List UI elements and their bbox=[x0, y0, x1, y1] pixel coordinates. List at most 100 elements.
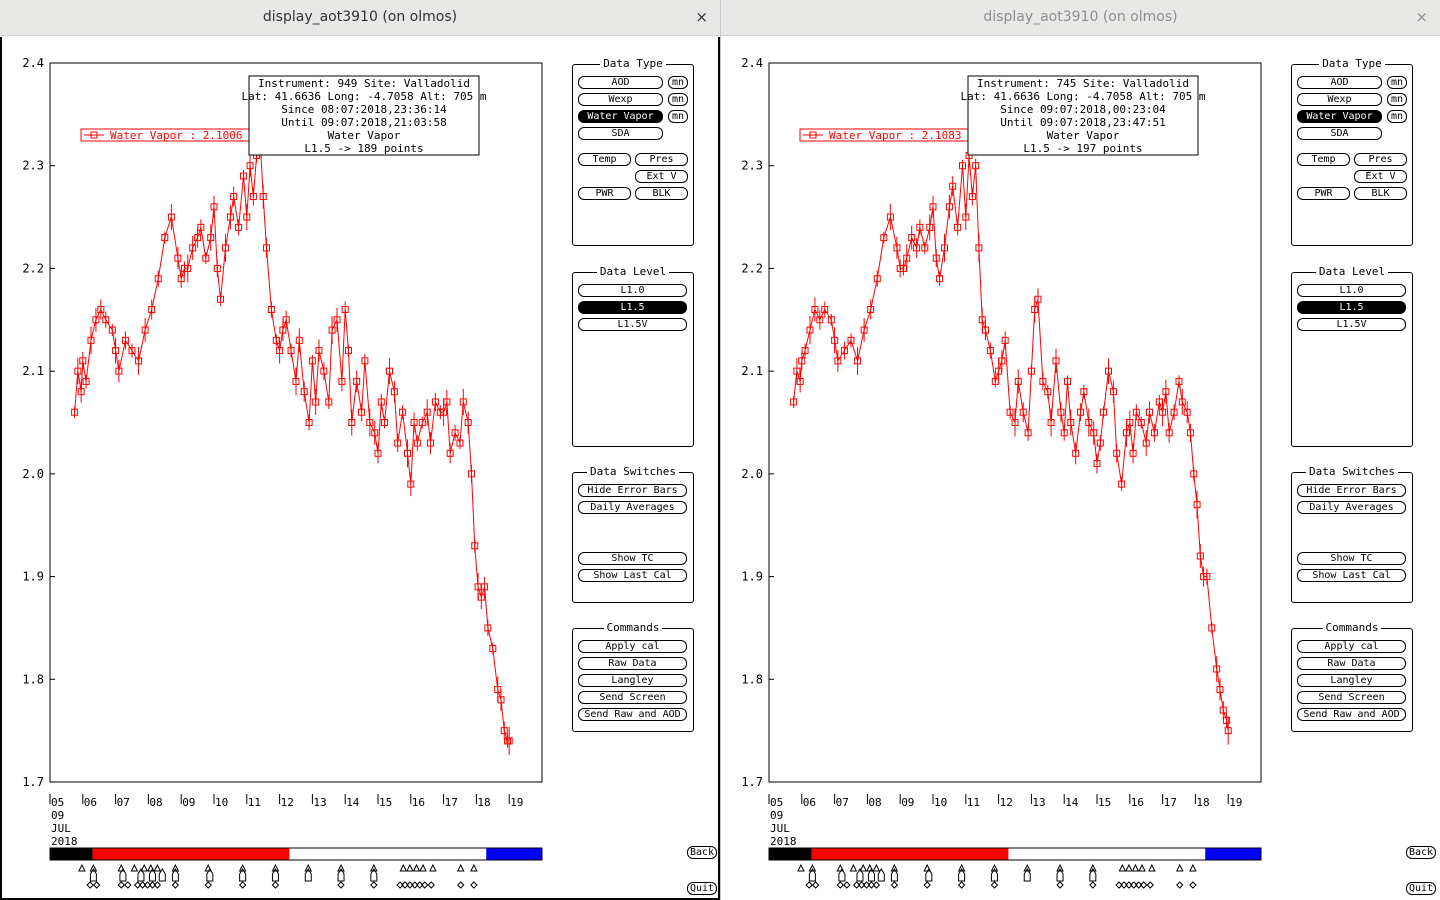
send-raw-aod-button[interactable]: Send Raw and AOD bbox=[1297, 708, 1406, 721]
data-point bbox=[1196, 552, 1204, 560]
triangle-marker bbox=[429, 863, 437, 872]
water-vapor-mn-button[interactable]: mn bbox=[668, 110, 688, 123]
diamond-marker bbox=[396, 881, 404, 889]
diamond-marker bbox=[148, 881, 157, 889]
data-point bbox=[366, 419, 374, 426]
aod-mn-button[interactable]: mn bbox=[1387, 76, 1407, 89]
data-point bbox=[986, 347, 994, 355]
x-tick-label: 16 bbox=[412, 796, 425, 809]
info-line: Instrument: 949 Site: Valladolid bbox=[258, 77, 470, 90]
level-l10-button[interactable]: L1.0 bbox=[1297, 284, 1406, 297]
aod-mn-button[interactable]: mn bbox=[668, 76, 688, 89]
pres-button[interactable]: Pres bbox=[635, 153, 688, 166]
title-bar[interactable]: display_aot3910 (on olmos) × bbox=[0, 0, 720, 36]
arrow-marker bbox=[137, 868, 145, 882]
daily-averages-button[interactable]: Daily Averages bbox=[578, 501, 687, 514]
diamond-marker bbox=[406, 881, 414, 889]
hide-error-bars-button[interactable]: Hide Error Bars bbox=[1297, 484, 1406, 497]
aod-button[interactable]: AOD bbox=[1297, 76, 1382, 89]
commands-panel-title: Commands bbox=[1322, 621, 1382, 634]
wexp-button[interactable]: Wexp bbox=[578, 93, 663, 106]
water-vapor-mn-button[interactable]: mn bbox=[1387, 110, 1407, 123]
send-raw-aod-button[interactable]: Send Raw and AOD bbox=[578, 708, 687, 721]
apply-cal-button[interactable]: Apply cal bbox=[578, 640, 687, 653]
show-last-cal-button[interactable]: Show Last Cal bbox=[1297, 569, 1406, 582]
raw-data-button[interactable]: Raw Data bbox=[1297, 657, 1406, 670]
triangle-marker bbox=[470, 863, 478, 872]
back-button[interactable]: Back bbox=[1406, 846, 1436, 859]
diamond-marker bbox=[401, 881, 409, 889]
diamond-marker bbox=[411, 881, 419, 889]
water-vapor-button[interactable]: Water Vapor bbox=[578, 110, 663, 123]
sda-button[interactable]: SDA bbox=[578, 127, 663, 140]
level-l15-button[interactable]: L1.5 bbox=[1297, 301, 1406, 314]
quit-button[interactable]: Quit bbox=[687, 882, 717, 895]
arrow-marker bbox=[337, 868, 345, 882]
diamond-marker bbox=[416, 881, 424, 889]
langley-button[interactable]: Langley bbox=[578, 674, 687, 687]
data-point bbox=[262, 244, 270, 252]
level-l15v-button[interactable]: L1.5V bbox=[578, 318, 687, 331]
back-button[interactable]: Back bbox=[687, 846, 717, 859]
show-last-cal-button[interactable]: Show Last Cal bbox=[578, 569, 687, 582]
temp-button[interactable]: Temp bbox=[1297, 153, 1350, 166]
y-tick-label: 2.0 bbox=[22, 467, 44, 481]
quit-button[interactable]: Quit bbox=[1406, 882, 1436, 895]
triangle-marker bbox=[808, 863, 817, 872]
data-switches-panel-title: Data Switches bbox=[1305, 465, 1399, 478]
data-point bbox=[1175, 377, 1183, 385]
data-point bbox=[1072, 449, 1080, 457]
colorbar-segment bbox=[289, 848, 487, 860]
close-icon[interactable]: × bbox=[1415, 8, 1428, 26]
data-point bbox=[194, 234, 202, 242]
ext-v-button[interactable]: Ext V bbox=[1354, 170, 1407, 183]
pwr-button[interactable]: PWR bbox=[578, 187, 631, 200]
data-point bbox=[1126, 419, 1134, 426]
data-point bbox=[410, 419, 418, 426]
raw-data-button[interactable]: Raw Data bbox=[578, 657, 687, 670]
water-vapor-button[interactable]: Water Vapor bbox=[1297, 110, 1382, 123]
triangle-marker bbox=[337, 863, 345, 872]
show-tc-button[interactable]: Show TC bbox=[1297, 552, 1406, 565]
data-point bbox=[240, 172, 248, 180]
diamond-marker bbox=[143, 881, 152, 889]
diamond-marker bbox=[1135, 881, 1143, 889]
y-tick-label: 1.9 bbox=[22, 570, 44, 584]
data-point bbox=[135, 357, 143, 365]
wexp-button[interactable]: Wexp bbox=[1297, 93, 1382, 106]
title-bar[interactable]: display_aot3910 (on olmos) × bbox=[721, 0, 1440, 36]
apply-cal-button[interactable]: Apply cal bbox=[1297, 640, 1406, 653]
show-tc-button[interactable]: Show TC bbox=[578, 552, 687, 565]
info-line: L1.5 -> 189 points bbox=[304, 142, 423, 155]
close-icon[interactable]: × bbox=[695, 8, 708, 26]
wexp-mn-button[interactable]: mn bbox=[668, 93, 688, 106]
pres-button[interactable]: Pres bbox=[1354, 153, 1407, 166]
level-l10-button[interactable]: L1.0 bbox=[578, 284, 687, 297]
level-l15-button[interactable]: L1.5 bbox=[578, 301, 687, 314]
langley-button[interactable]: Langley bbox=[1297, 674, 1406, 687]
send-screen-button[interactable]: Send Screen bbox=[1297, 691, 1406, 704]
data-point bbox=[1145, 408, 1153, 416]
send-screen-button[interactable]: Send Screen bbox=[578, 691, 687, 704]
data-point bbox=[854, 357, 862, 365]
data-point bbox=[282, 316, 290, 324]
temp-button[interactable]: Temp bbox=[578, 153, 631, 166]
wexp-mn-button[interactable]: mn bbox=[1387, 93, 1407, 106]
blk-button[interactable]: BLK bbox=[635, 187, 688, 200]
sda-button[interactable]: SDA bbox=[1297, 127, 1382, 140]
blk-button[interactable]: BLK bbox=[1354, 187, 1407, 200]
pwr-button[interactable]: PWR bbox=[1297, 187, 1350, 200]
data-point bbox=[174, 254, 182, 262]
triangle-marker bbox=[1056, 863, 1064, 872]
aod-button[interactable]: AOD bbox=[578, 76, 663, 89]
ext-v-button[interactable]: Ext V bbox=[635, 170, 688, 183]
data-point bbox=[292, 377, 300, 385]
data-point bbox=[893, 244, 901, 252]
daily-averages-button[interactable]: Daily Averages bbox=[1297, 501, 1406, 514]
data-point bbox=[226, 213, 234, 221]
hide-error-bars-button[interactable]: Hide Error Bars bbox=[578, 484, 687, 497]
data-point bbox=[1001, 336, 1009, 344]
level-l15v-button[interactable]: L1.5V bbox=[1297, 318, 1406, 331]
y-tick-label: 2.3 bbox=[22, 159, 44, 173]
diamond-marker bbox=[133, 881, 142, 889]
